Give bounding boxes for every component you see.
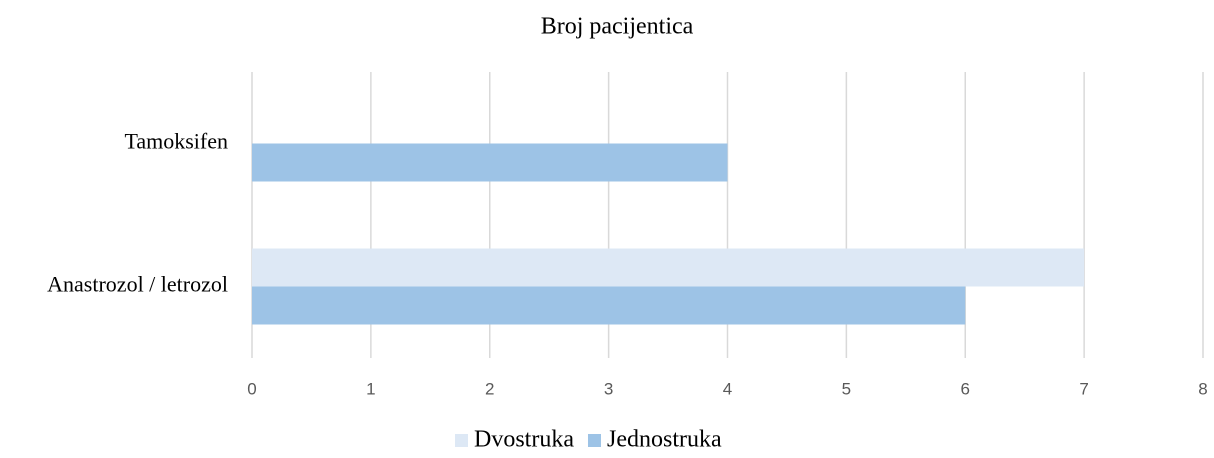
x-tick-label: 7 [1079, 379, 1088, 398]
x-tick-label: 2 [485, 379, 494, 398]
x-tick-label: 0 [247, 379, 256, 398]
legend-swatch [455, 434, 468, 447]
bar [252, 143, 728, 182]
x-tick-label: 8 [1198, 379, 1207, 398]
x-tick-label: 3 [604, 379, 613, 398]
x-tick-label: 5 [842, 379, 851, 398]
x-tick-label: 4 [723, 379, 732, 398]
x-tick-label: 6 [961, 379, 970, 398]
bar [252, 248, 1085, 287]
y-tick-label: Anastrozol / letrozol [47, 272, 228, 297]
legend-label: Dvostruka [474, 427, 574, 453]
y-tick-label: Tamoksifen [124, 129, 228, 154]
chart-title: Broj pacijentica [541, 14, 694, 40]
legend-label: Jednostruka [607, 427, 722, 453]
bar [252, 286, 966, 325]
x-tick-label: 1 [366, 379, 375, 398]
legend-swatch [587, 434, 601, 447]
